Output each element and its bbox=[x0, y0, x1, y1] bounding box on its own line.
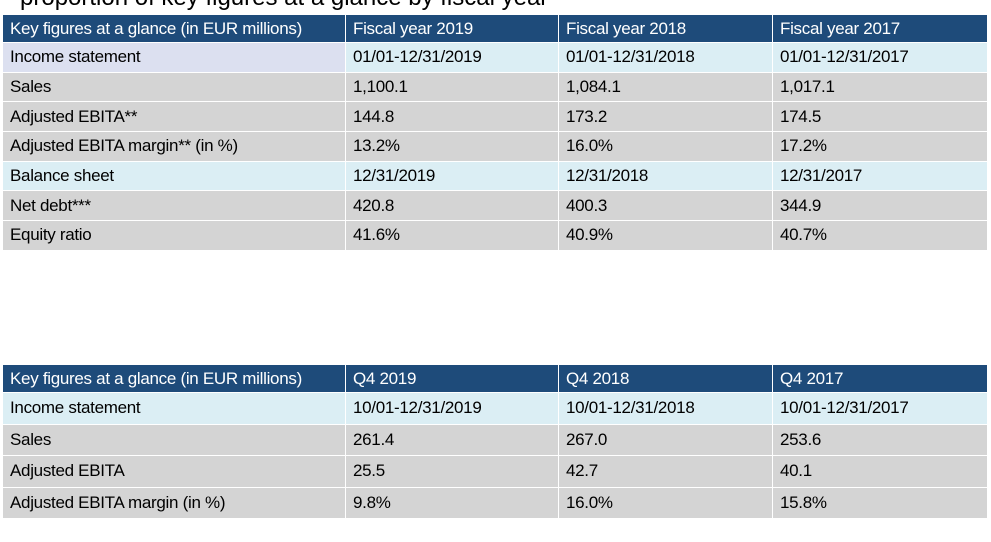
table-row-adjusted-ebita: Adjusted EBITA 25.5 42.7 40.1 bbox=[2, 455, 988, 488]
fiscal-year-key-figures-table: Key figures at a glance (in EUR millions… bbox=[2, 14, 988, 251]
cell-value: 9.8% bbox=[345, 486, 559, 519]
q4-key-figures-table: Key figures at a glance (in EUR millions… bbox=[2, 364, 988, 519]
cell-value: 12/31/2017 bbox=[772, 160, 988, 192]
cell-value: 267.0 bbox=[558, 423, 773, 456]
cell-value: 13.2% bbox=[345, 131, 559, 162]
table-row-sales: Sales 261.4 267.0 253.6 bbox=[2, 423, 988, 456]
row-label: Adjusted EBITA margin (in %) bbox=[2, 486, 346, 519]
cell-value: 10/01-12/31/2019 bbox=[345, 392, 559, 425]
cell-value: 40.7% bbox=[772, 220, 988, 251]
table-row-net-debt: Net debt*** 420.8 400.3 344.9 bbox=[2, 190, 988, 222]
cell-value: 400.3 bbox=[558, 190, 773, 222]
table-row-income-statement: Income statement 01/01-12/31/2019 01/01-… bbox=[2, 42, 988, 73]
header-cell-label: Key figures at a glance (in EUR millions… bbox=[2, 14, 346, 43]
cell-value: 01/01-12/31/2018 bbox=[558, 42, 773, 73]
cell-value: 12/31/2019 bbox=[345, 160, 559, 192]
table-row-income-statement: Income statement 10/01-12/31/2019 10/01-… bbox=[2, 392, 988, 425]
header-cell-q4-2017: Q4 2017 bbox=[772, 364, 988, 393]
cell-value: 40.1 bbox=[772, 455, 988, 488]
header-cell-fy2017: Fiscal year 2017 bbox=[772, 14, 988, 43]
cell-value: 12/31/2018 bbox=[558, 160, 773, 192]
cropped-heading: proportion of key figures at a glance by… bbox=[0, 0, 991, 14]
table-row-sales: Sales 1,100.1 1,084.1 1,017.1 bbox=[2, 71, 988, 103]
row-label: Income statement bbox=[2, 392, 346, 425]
cell-value: 01/01-12/31/2019 bbox=[345, 42, 559, 73]
row-label: Balance sheet bbox=[2, 160, 346, 192]
cell-value: 1,017.1 bbox=[772, 71, 988, 103]
cell-value: 16.0% bbox=[558, 131, 773, 162]
row-label: Sales bbox=[2, 71, 346, 103]
table-row-adjusted-ebita-margin: Adjusted EBITA margin** (in %) 13.2% 16.… bbox=[2, 131, 988, 162]
cell-value: 1,084.1 bbox=[558, 71, 773, 103]
cell-value: 253.6 bbox=[772, 423, 988, 456]
cell-value: 16.0% bbox=[558, 486, 773, 519]
table-header-row: Key figures at a glance (in EUR millions… bbox=[2, 364, 988, 393]
cell-value: 01/01-12/31/2017 bbox=[772, 42, 988, 73]
row-label: Equity ratio bbox=[2, 220, 346, 251]
header-cell-fy2018: Fiscal year 2018 bbox=[558, 14, 773, 43]
cell-value: 17.2% bbox=[772, 131, 988, 162]
row-label: Net debt*** bbox=[2, 190, 346, 222]
cell-value: 42.7 bbox=[558, 455, 773, 488]
cell-value: 25.5 bbox=[345, 455, 559, 488]
cell-value: 15.8% bbox=[772, 486, 988, 519]
cell-value: 420.8 bbox=[345, 190, 559, 222]
row-label: Adjusted EBITA** bbox=[2, 101, 346, 133]
cell-value: 261.4 bbox=[345, 423, 559, 456]
table-row-balance-sheet: Balance sheet 12/31/2019 12/31/2018 12/3… bbox=[2, 160, 988, 192]
cell-value: 173.2 bbox=[558, 101, 773, 133]
cell-value: 144.8 bbox=[345, 101, 559, 133]
table-row-adjusted-ebita-margin: Adjusted EBITA margin (in %) 9.8% 16.0% … bbox=[2, 486, 988, 519]
header-cell-q4-2019: Q4 2019 bbox=[345, 364, 559, 393]
row-label: Income statement bbox=[2, 42, 346, 73]
cell-value: 40.9% bbox=[558, 220, 773, 251]
cell-value: 344.9 bbox=[772, 190, 988, 222]
cell-value: 10/01-12/31/2017 bbox=[772, 392, 988, 425]
header-cell-q4-2018: Q4 2018 bbox=[558, 364, 773, 393]
cell-value: 1,100.1 bbox=[345, 71, 559, 103]
row-label: Adjusted EBITA bbox=[2, 455, 346, 488]
table-row-adjusted-ebita: Adjusted EBITA** 144.8 173.2 174.5 bbox=[2, 101, 988, 133]
cell-value: 41.6% bbox=[345, 220, 559, 251]
row-label: Adjusted EBITA margin** (in %) bbox=[2, 131, 346, 162]
header-cell-fy2019: Fiscal year 2019 bbox=[345, 14, 559, 43]
cropped-heading-text: proportion of key figures at a glance by… bbox=[20, 0, 548, 10]
row-label: Sales bbox=[2, 423, 346, 456]
header-cell-label: Key figures at a glance (in EUR millions… bbox=[2, 364, 346, 393]
cell-value: 174.5 bbox=[772, 101, 988, 133]
table-header-row: Key figures at a glance (in EUR millions… bbox=[2, 14, 988, 43]
table-row-equity-ratio: Equity ratio 41.6% 40.9% 40.7% bbox=[2, 220, 988, 251]
cell-value: 10/01-12/31/2018 bbox=[558, 392, 773, 425]
